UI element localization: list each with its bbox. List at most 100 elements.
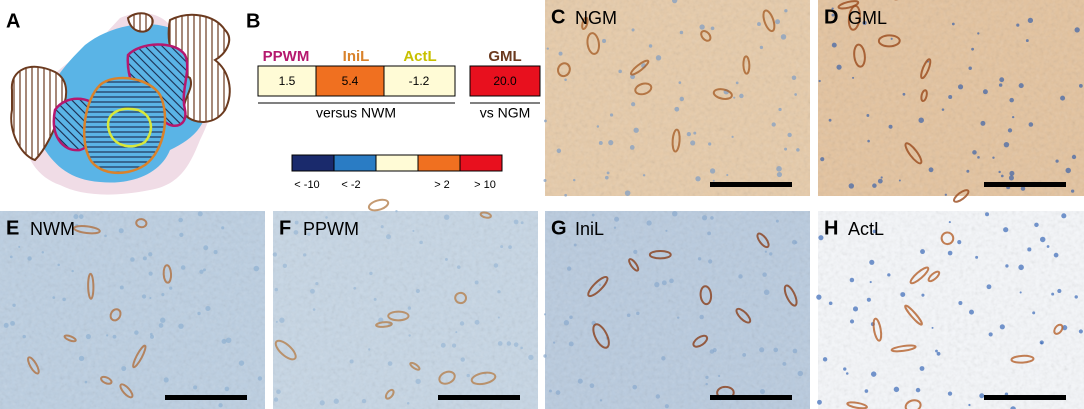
nucleus bbox=[845, 372, 849, 375]
nucleus bbox=[935, 349, 938, 353]
vessel bbox=[692, 334, 709, 348]
column-header: PPWM bbox=[263, 48, 310, 65]
nucleus bbox=[898, 179, 901, 182]
vessel bbox=[581, 16, 589, 31]
nucleus bbox=[497, 341, 503, 346]
nucleus bbox=[669, 278, 674, 284]
nucleus bbox=[877, 178, 883, 184]
nucleus bbox=[818, 79, 821, 83]
nucleus bbox=[555, 390, 561, 395]
vessel bbox=[162, 264, 173, 284]
nucleus bbox=[958, 300, 963, 305]
nucleus bbox=[776, 171, 783, 178]
nucleus bbox=[273, 397, 279, 402]
nucleus bbox=[577, 378, 583, 384]
nucleus bbox=[773, 347, 779, 353]
nucleus bbox=[709, 168, 716, 174]
scale-bar bbox=[710, 395, 792, 400]
vessel bbox=[384, 388, 395, 400]
scale-swatch bbox=[417, 154, 461, 172]
nucleus bbox=[373, 297, 377, 301]
nucleus bbox=[444, 214, 450, 220]
nucleus bbox=[975, 255, 979, 259]
nucleus bbox=[679, 96, 685, 102]
nucleus bbox=[862, 20, 867, 26]
scale-label: > 10 bbox=[474, 179, 496, 191]
vessel bbox=[100, 375, 113, 385]
nucleus bbox=[134, 330, 139, 335]
nucleus bbox=[62, 297, 66, 302]
nucleus bbox=[654, 282, 660, 288]
vessel bbox=[470, 371, 497, 386]
nucleus bbox=[225, 337, 232, 344]
nucleus bbox=[1065, 167, 1071, 174]
nucleus bbox=[312, 308, 316, 311]
nucleus bbox=[1061, 213, 1067, 219]
nucleus bbox=[1003, 227, 1009, 233]
scale-bar bbox=[984, 395, 1066, 400]
nucleus bbox=[1007, 128, 1013, 133]
panel-letter: E bbox=[6, 217, 19, 239]
nucleus bbox=[784, 147, 788, 151]
nucleus bbox=[408, 334, 411, 337]
nucleus bbox=[676, 316, 680, 319]
grey-matter-lesion bbox=[167, 13, 231, 123]
nucleus bbox=[947, 250, 953, 256]
nucleus bbox=[944, 193, 947, 196]
group-label: versus NWM bbox=[316, 105, 396, 121]
nucleus bbox=[573, 243, 577, 247]
nucleus bbox=[849, 277, 855, 283]
vessel bbox=[920, 58, 932, 80]
nucleus bbox=[1018, 264, 1024, 271]
scale-label: < -2 bbox=[341, 179, 360, 191]
nucleus bbox=[1057, 288, 1062, 294]
nucleus bbox=[18, 245, 21, 248]
nucleus bbox=[112, 334, 117, 339]
nucleus bbox=[828, 301, 833, 306]
panel-letter: B bbox=[246, 10, 260, 32]
nucleus bbox=[674, 106, 680, 112]
nucleus bbox=[1051, 292, 1055, 296]
nucleus bbox=[686, 132, 691, 137]
vessel bbox=[837, 0, 860, 10]
vessel bbox=[712, 88, 733, 100]
vessel bbox=[700, 30, 712, 42]
nucleus bbox=[951, 22, 955, 26]
nucleus bbox=[705, 375, 709, 380]
nucleus bbox=[928, 167, 934, 173]
nucleus bbox=[148, 271, 153, 276]
nucleus bbox=[599, 399, 603, 402]
vessel bbox=[454, 291, 468, 305]
nucleus bbox=[849, 319, 855, 324]
nucleus bbox=[705, 382, 708, 386]
vessel bbox=[592, 323, 610, 349]
nucleus bbox=[419, 240, 423, 245]
nucleus bbox=[598, 283, 602, 287]
vessel bbox=[557, 62, 571, 78]
nucleus bbox=[406, 401, 410, 405]
nucleus bbox=[982, 89, 988, 95]
nucleus bbox=[497, 316, 500, 319]
vessel bbox=[132, 344, 147, 369]
nucleus bbox=[589, 383, 595, 388]
nucleus bbox=[1018, 83, 1024, 89]
vessel bbox=[904, 399, 922, 409]
nucleus bbox=[253, 265, 260, 272]
vessel bbox=[756, 232, 770, 249]
nucleus bbox=[1053, 252, 1059, 258]
nucleus bbox=[778, 107, 782, 112]
panel-label: ActL bbox=[848, 219, 884, 239]
nucleus bbox=[664, 404, 669, 409]
cell-value: 20.0 bbox=[493, 74, 517, 88]
nucleus bbox=[818, 235, 824, 241]
nucleus bbox=[566, 266, 572, 271]
nucleus bbox=[1011, 115, 1015, 119]
vessel bbox=[762, 9, 776, 33]
nucleus bbox=[1003, 141, 1010, 148]
nucleus bbox=[626, 313, 631, 318]
nucleus bbox=[763, 289, 770, 296]
nucleus bbox=[920, 249, 925, 255]
nucleus bbox=[900, 292, 906, 297]
nucleus bbox=[221, 226, 225, 230]
scale-bar bbox=[710, 182, 792, 187]
